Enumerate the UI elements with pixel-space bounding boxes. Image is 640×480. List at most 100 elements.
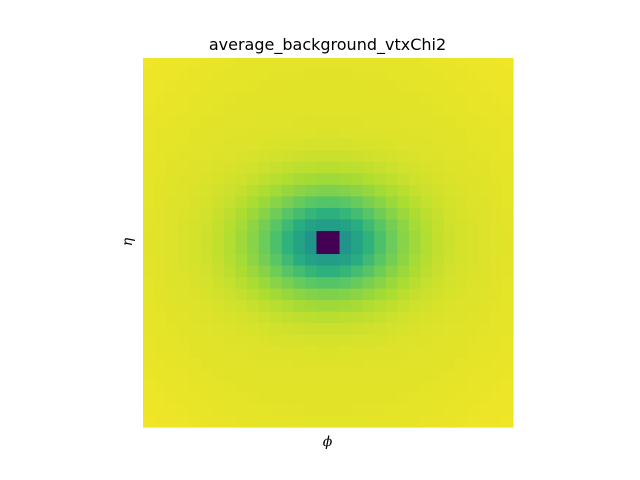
heatmap-cell bbox=[328, 265, 341, 278]
heatmap-cell bbox=[328, 230, 341, 244]
heatmap-cell bbox=[385, 92, 398, 105]
heatmap-cell bbox=[339, 415, 352, 428]
heatmap-cell bbox=[489, 242, 503, 255]
heatmap-cell bbox=[501, 69, 514, 82]
heatmap-cell bbox=[293, 288, 306, 301]
heatmap-cell bbox=[223, 415, 237, 428]
heatmap-cell bbox=[293, 369, 306, 382]
heatmap-cell bbox=[408, 230, 422, 244]
heatmap-cell bbox=[258, 150, 271, 163]
heatmap-cell bbox=[374, 207, 387, 221]
heatmap-cell bbox=[420, 380, 433, 394]
heatmap-cell bbox=[154, 127, 167, 140]
heatmap-cell bbox=[408, 277, 422, 290]
heatmap-cell bbox=[501, 104, 514, 117]
heatmap-cell bbox=[166, 323, 179, 336]
heatmap-cell bbox=[212, 58, 225, 71]
heatmap-cell bbox=[270, 196, 283, 209]
heatmap-cell bbox=[374, 104, 387, 117]
heatmap-cell bbox=[478, 254, 491, 267]
heatmap-cell bbox=[154, 254, 167, 267]
heatmap-cell bbox=[443, 300, 456, 313]
heatmap-cell bbox=[455, 369, 468, 382]
heatmap-cell bbox=[455, 173, 468, 186]
heatmap-cell bbox=[466, 207, 479, 221]
heatmap-cell bbox=[270, 115, 283, 128]
heatmap-cell bbox=[281, 323, 294, 336]
heatmap-cell bbox=[200, 69, 213, 82]
heatmap-cell bbox=[304, 357, 318, 370]
heatmap-cell bbox=[351, 380, 364, 394]
heatmap-cell bbox=[397, 127, 410, 140]
heatmap-cell bbox=[270, 104, 283, 117]
heatmap-cell bbox=[247, 92, 260, 105]
heatmap-cell bbox=[339, 115, 352, 128]
heatmap-cell bbox=[408, 403, 422, 417]
heatmap-cell bbox=[397, 184, 410, 197]
heatmap-cell bbox=[316, 81, 329, 94]
heatmap-cell bbox=[443, 288, 456, 301]
heatmap-cell bbox=[270, 184, 283, 197]
heatmap-cell bbox=[397, 311, 410, 324]
heatmap-cell bbox=[154, 288, 167, 301]
heatmap-cell bbox=[385, 323, 398, 336]
heatmap-cell bbox=[397, 58, 410, 71]
heatmap-cell bbox=[489, 104, 503, 117]
heatmap-cell bbox=[408, 219, 422, 232]
heatmap-cell bbox=[189, 288, 202, 301]
heatmap-cell bbox=[489, 207, 503, 221]
heatmap-cell bbox=[455, 115, 468, 128]
heatmap-cell bbox=[374, 219, 387, 232]
heatmap-cell bbox=[362, 184, 375, 197]
heatmap-cell bbox=[489, 403, 503, 417]
heatmap-cell bbox=[212, 230, 225, 244]
heatmap-cell bbox=[432, 323, 445, 336]
heatmap-cell bbox=[189, 277, 202, 290]
heatmap-cell bbox=[223, 207, 237, 221]
heatmap-cell bbox=[351, 242, 364, 255]
heatmap-cell bbox=[466, 230, 479, 244]
heatmap-cell bbox=[362, 277, 375, 290]
heatmap-cell bbox=[247, 184, 260, 197]
heatmap-cell bbox=[200, 415, 213, 428]
heatmap-cell bbox=[489, 380, 503, 394]
heatmap-cell bbox=[362, 242, 375, 255]
heatmap-cell bbox=[143, 254, 156, 267]
heatmap-cell bbox=[235, 300, 248, 313]
heatmap-cell bbox=[466, 115, 479, 128]
heatmap-cell bbox=[420, 230, 433, 244]
heatmap-cell bbox=[247, 207, 260, 221]
heatmap-cell bbox=[501, 357, 514, 370]
heatmap-cell bbox=[154, 415, 167, 428]
heatmap-cell bbox=[212, 92, 225, 105]
heatmap-cell bbox=[397, 288, 410, 301]
heatmap-cell bbox=[304, 334, 318, 347]
heatmap-cell bbox=[166, 207, 179, 221]
heatmap-cell bbox=[478, 242, 491, 255]
heatmap-cell bbox=[466, 323, 479, 336]
heatmap-cell bbox=[466, 242, 479, 255]
heatmap-cell bbox=[258, 69, 271, 82]
heatmap-cell bbox=[212, 184, 225, 197]
heatmap-cell bbox=[443, 161, 456, 174]
heatmap-cell bbox=[235, 346, 248, 359]
heatmap-cell bbox=[466, 92, 479, 105]
heatmap-cell bbox=[397, 415, 410, 428]
heatmap-cell bbox=[374, 150, 387, 163]
heatmap-cell bbox=[374, 81, 387, 94]
heatmap-cell bbox=[362, 173, 375, 186]
heatmap-cell bbox=[223, 300, 237, 313]
heatmap-cell bbox=[385, 184, 398, 197]
heatmap-cell bbox=[351, 58, 364, 71]
heatmap-cell bbox=[154, 173, 167, 186]
heatmap-cell bbox=[408, 380, 422, 394]
heatmap-cell bbox=[397, 150, 410, 163]
heatmap-cell bbox=[443, 196, 456, 209]
heatmap-cell bbox=[177, 242, 190, 255]
heatmap-cell bbox=[270, 265, 283, 278]
heatmap-cell bbox=[189, 196, 202, 209]
heatmap-cell bbox=[270, 369, 283, 382]
heatmap-cell bbox=[316, 334, 329, 347]
heatmap-cell bbox=[489, 288, 503, 301]
heatmap-cell bbox=[235, 311, 248, 324]
